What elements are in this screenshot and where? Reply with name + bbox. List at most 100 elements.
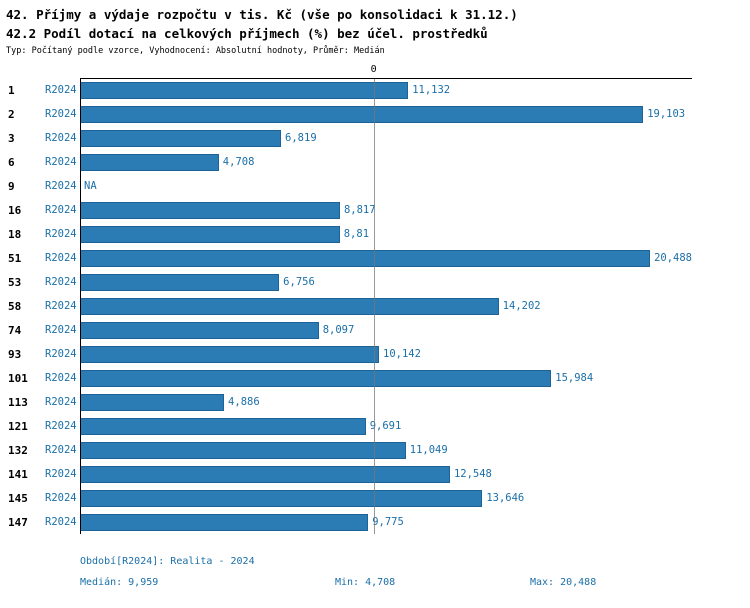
bar-track: 6,819 — [80, 126, 692, 150]
series-label: R2024 — [45, 108, 77, 120]
chart-row: 145 R2024 13,646 — [0, 486, 692, 510]
series-label: R2024 — [45, 204, 77, 216]
bar-track: 11,132 — [80, 78, 692, 102]
footer-median-label: Medián: 9,959 — [80, 577, 159, 588]
bar — [80, 81, 409, 99]
bar-track: 14,202 — [80, 294, 692, 318]
bar-track: 11,049 — [80, 438, 692, 462]
row-number-label: 93 — [8, 347, 22, 361]
bar-value-label: 10,142 — [383, 348, 421, 360]
chart-row: 113 R2024 4,886 — [0, 390, 692, 414]
bar-value-label: 4,708 — [222, 156, 255, 168]
row-number-label: 6 — [8, 155, 15, 169]
bar-value-label: NA — [84, 180, 97, 192]
bar — [80, 489, 483, 507]
bar — [80, 345, 379, 363]
chart-row: 58 R2024 14,202 — [0, 294, 692, 318]
chart-row: 2 R2024 19,103 — [0, 102, 692, 126]
chart-row: 132 R2024 11,049 — [0, 438, 692, 462]
chart-row: 53 R2024 6,756 — [0, 270, 692, 294]
row-number-label: 121 — [8, 419, 28, 433]
chart-row: 147 R2024 9,775 — [0, 510, 692, 534]
bar-value-label: 11,132 — [412, 84, 451, 96]
row-number-label: 16 — [8, 203, 22, 217]
bar-track: 9,775 — [80, 510, 692, 534]
row-number-label: 9 — [8, 179, 15, 193]
chart-title-line1: 42. Příjmy a výdaje rozpočtu v tis. Kč (… — [6, 7, 518, 22]
bar — [80, 321, 319, 339]
series-label: R2024 — [45, 516, 77, 528]
bar-track: 8,817 — [80, 198, 692, 222]
bar — [80, 153, 219, 171]
series-label: R2024 — [45, 84, 77, 96]
row-number-label: 1 — [8, 83, 15, 97]
row-number-label: 18 — [8, 227, 22, 241]
bar-value-label: 8,097 — [322, 324, 355, 336]
bar-track: 4,886 — [80, 390, 692, 414]
bar-value-label: 11,049 — [409, 444, 448, 456]
chart-rows: 1 R2024 11,132 2 R2024 19,103 3 R2024 6,819 6 R202… — [0, 78, 692, 534]
bar-value-label: 9,691 — [369, 420, 402, 432]
chart-title-line2: 42.2 Podíl dotací na celkových příjmech … — [6, 26, 488, 41]
series-label: R2024 — [45, 276, 77, 288]
footer-period-label: Období[R2024]: Realita - 2024 — [80, 556, 255, 567]
bar-value-label: 12,548 — [453, 468, 492, 480]
chart-row: 18 R2024 8,81 — [0, 222, 692, 246]
bar-track: NA — [80, 174, 692, 198]
chart-row: 121 R2024 9,691 — [0, 414, 692, 438]
bar-value-label: 19,103 — [647, 108, 686, 120]
chart-row: 3 R2024 6,819 — [0, 126, 692, 150]
row-number-label: 145 — [8, 491, 28, 505]
bar — [80, 369, 552, 387]
bar — [80, 441, 406, 459]
chart-row: 141 R2024 12,548 — [0, 462, 692, 486]
bar — [80, 129, 282, 147]
bar-track: 20,488 — [80, 246, 692, 270]
bar — [80, 105, 644, 123]
series-label: R2024 — [45, 348, 77, 360]
bar-value-label: 15,984 — [555, 372, 594, 384]
chart-row: 74 R2024 8,097 — [0, 318, 692, 342]
bar-value-label: 8,81 — [343, 228, 370, 240]
series-label: R2024 — [45, 492, 77, 504]
chart-footer: Období[R2024]: Realita - 2024 Medián: 9,… — [80, 556, 750, 591]
chart-row: 9 R2024 NA — [0, 174, 692, 198]
row-number-label: 141 — [8, 467, 28, 481]
chart-row: 16 R2024 8,817 — [0, 198, 692, 222]
bar-track: 8,097 — [80, 318, 692, 342]
bar-value-label: 9,775 — [372, 516, 404, 528]
row-number-label: 51 — [8, 251, 22, 265]
bar-track: 15,984 — [80, 366, 692, 390]
series-label: R2024 — [45, 420, 77, 432]
bar-value-label: 14,202 — [502, 300, 541, 312]
bar-value-label: 4,886 — [228, 396, 260, 408]
bar-track: 10,142 — [80, 342, 692, 366]
bar — [80, 273, 280, 291]
bar-track: 6,756 — [80, 270, 692, 294]
chart-row: 6 R2024 4,708 — [0, 150, 692, 174]
chart-row: 93 R2024 10,142 — [0, 342, 692, 366]
series-label: R2024 — [45, 180, 77, 192]
series-label: R2024 — [45, 324, 77, 336]
bar-value-label: 6,756 — [283, 276, 315, 288]
row-number-label: 74 — [8, 323, 22, 337]
row-number-label: 53 — [8, 275, 22, 289]
series-label: R2024 — [45, 396, 77, 408]
bar-track: 19,103 — [80, 102, 692, 126]
footer-max-label: Max: 20,488 — [530, 577, 597, 588]
row-number-label: 147 — [8, 515, 28, 529]
bar — [80, 417, 366, 435]
series-label: R2024 — [45, 468, 77, 480]
row-number-label: 113 — [8, 395, 28, 409]
series-label: R2024 — [45, 252, 77, 264]
chart-row: 1 R2024 11,132 — [0, 78, 692, 102]
series-label: R2024 — [45, 372, 77, 384]
series-label: R2024 — [45, 228, 77, 240]
chart-row: 101 R2024 15,984 — [0, 366, 692, 390]
bar — [80, 249, 651, 267]
chart-page: 42. Příjmy a výdaje rozpočtu v tis. Kč (… — [0, 7, 750, 591]
bar-track: 4,708 — [80, 150, 692, 174]
bar — [80, 225, 340, 243]
row-number-label: 2 — [8, 107, 15, 121]
bar-value-label: 6,819 — [285, 132, 317, 144]
